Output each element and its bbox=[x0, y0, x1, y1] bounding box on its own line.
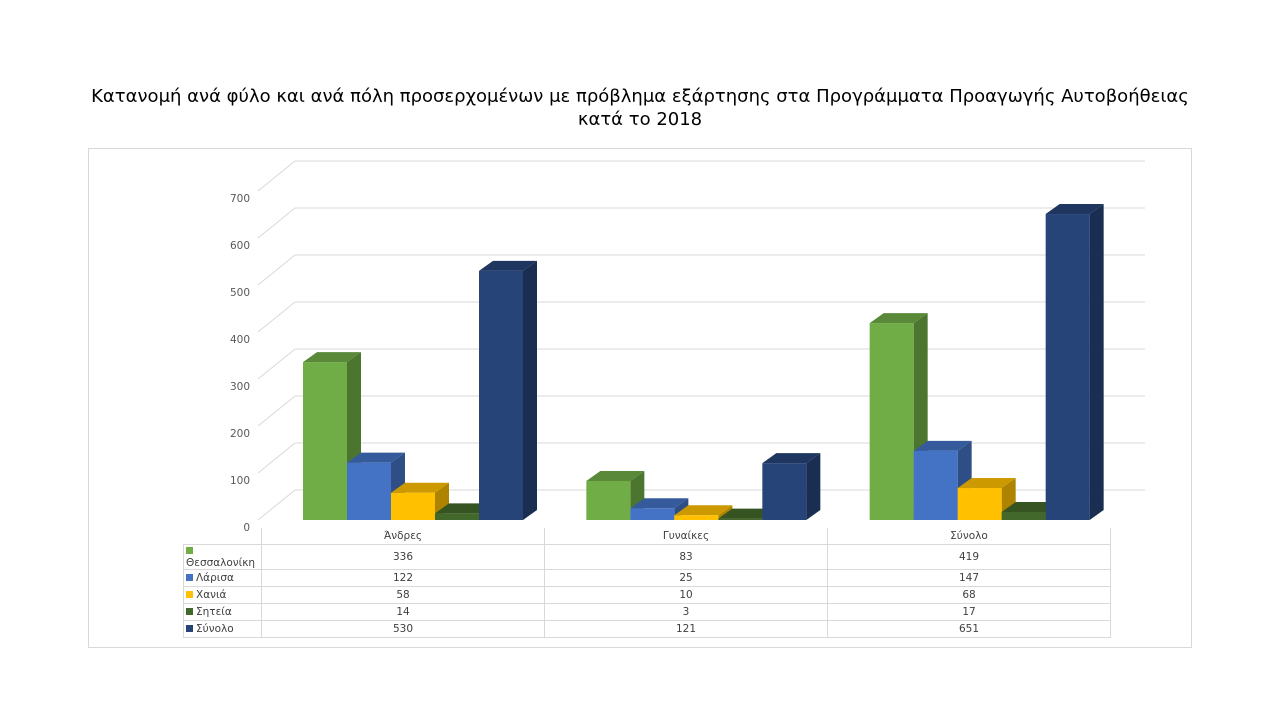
bar-top bbox=[630, 498, 689, 509]
bar bbox=[347, 462, 391, 520]
series-name: Λάρισα bbox=[196, 572, 234, 584]
bar-top bbox=[674, 505, 733, 516]
bar bbox=[1001, 512, 1046, 520]
bar bbox=[630, 508, 675, 520]
data-table: Άνδρες Γυναίκες Σύνολο Θεσσαλονίκη 336 83 419 Λ… bbox=[183, 528, 1111, 638]
bar-top bbox=[391, 482, 449, 493]
bar-top bbox=[869, 313, 928, 324]
legend-swatch-icon bbox=[186, 608, 193, 615]
y-tick-label: 600 bbox=[230, 240, 250, 252]
table-corner bbox=[184, 528, 262, 545]
y-tick-label: 300 bbox=[230, 381, 250, 393]
data-value: 17 bbox=[827, 603, 1111, 621]
data-value: 68 bbox=[827, 586, 1111, 604]
bar bbox=[718, 518, 763, 520]
series-name: Χανιά bbox=[196, 589, 227, 601]
table-row: Θεσσαλονίκη 336 83 419 bbox=[183, 544, 1111, 570]
data-value: 58 bbox=[261, 586, 545, 604]
data-value: 14 bbox=[261, 603, 545, 621]
bar bbox=[303, 362, 347, 520]
legend-swatch-icon bbox=[186, 625, 193, 632]
table-row: Χανιά 58 10 68 bbox=[183, 586, 1111, 604]
series-name: Σύνολο bbox=[196, 623, 234, 635]
legend-swatch-icon bbox=[186, 574, 193, 581]
table-header: Άνδρες Γυναίκες Σύνολο bbox=[184, 528, 1111, 545]
legend-entry: Σύνολο bbox=[183, 620, 262, 638]
bar-top bbox=[762, 453, 821, 464]
bar bbox=[913, 450, 958, 520]
bar bbox=[391, 492, 435, 520]
bar-top bbox=[913, 440, 972, 451]
series-name: Σητεία bbox=[196, 606, 232, 618]
data-value: 419 bbox=[827, 544, 1111, 570]
gridline-depth bbox=[257, 395, 296, 427]
data-value: 25 bbox=[544, 569, 828, 587]
bar-top bbox=[586, 470, 645, 481]
bar bbox=[479, 270, 523, 520]
bar-top bbox=[347, 452, 405, 463]
bar bbox=[1045, 214, 1090, 520]
data-value: 530 bbox=[261, 620, 545, 638]
bar-top bbox=[303, 352, 361, 363]
data-value: 121 bbox=[544, 620, 828, 638]
legend-entry: Χανιά bbox=[183, 586, 262, 604]
bar bbox=[435, 513, 479, 520]
legend-swatch-icon bbox=[186, 547, 193, 554]
gridline-depth bbox=[257, 301, 296, 333]
data-value: 147 bbox=[827, 569, 1111, 587]
data-value: 651 bbox=[827, 620, 1111, 638]
y-tick-label: 0 bbox=[243, 522, 250, 534]
bar-top bbox=[1045, 204, 1104, 215]
bar-top bbox=[435, 503, 493, 514]
x-category-label: Άνδρες bbox=[261, 528, 545, 545]
bar bbox=[957, 488, 1002, 520]
series-name: Θεσσαλονίκη bbox=[186, 557, 256, 569]
data-value: 336 bbox=[261, 544, 545, 570]
legend-swatch-icon bbox=[186, 591, 193, 598]
y-tick-label: 700 bbox=[230, 193, 250, 205]
bar bbox=[869, 323, 914, 520]
gridline-depth bbox=[257, 160, 296, 192]
bar bbox=[586, 480, 631, 520]
bar-side bbox=[523, 260, 537, 520]
y-tick-label: 400 bbox=[230, 334, 250, 346]
data-value: 83 bbox=[544, 544, 828, 570]
y-tick-label: 100 bbox=[230, 475, 250, 487]
table-row: Σύνολο 530 121 651 bbox=[183, 620, 1111, 638]
chart-title: Κατανομή ανά φύλο και ανά πόλη προσερχομ… bbox=[91, 86, 1189, 130]
table-row: Λάρισα 122 25 147 bbox=[183, 569, 1111, 587]
legend-entry: Σητεία bbox=[183, 603, 262, 621]
gridline-depth bbox=[257, 442, 296, 474]
x-category-label: Γυναίκες bbox=[544, 528, 828, 545]
bar-side bbox=[1089, 204, 1104, 520]
data-value: 122 bbox=[261, 569, 545, 587]
legend-entry: Λάρισα bbox=[183, 569, 262, 587]
gridline-depth bbox=[257, 348, 296, 380]
gridline-depth bbox=[257, 489, 296, 521]
gridline-depth bbox=[257, 207, 296, 239]
bar-side bbox=[806, 453, 821, 520]
x-category-label: Σύνολο bbox=[827, 528, 1111, 545]
chart-area bbox=[88, 148, 1192, 648]
y-tick-label: 200 bbox=[230, 428, 250, 440]
table-row: Σητεία 14 3 17 bbox=[183, 603, 1111, 621]
gridline-depth bbox=[257, 254, 296, 286]
bar-top bbox=[1001, 502, 1060, 513]
data-value: 3 bbox=[544, 603, 828, 621]
legend-entry: Θεσσαλονίκη bbox=[183, 544, 262, 570]
bar-top bbox=[957, 478, 1016, 489]
bar bbox=[762, 463, 807, 520]
bar-top bbox=[718, 508, 777, 519]
y-tick-label: 500 bbox=[230, 287, 250, 299]
bar-top bbox=[479, 260, 537, 271]
bar bbox=[674, 515, 719, 520]
data-value: 10 bbox=[544, 586, 828, 604]
